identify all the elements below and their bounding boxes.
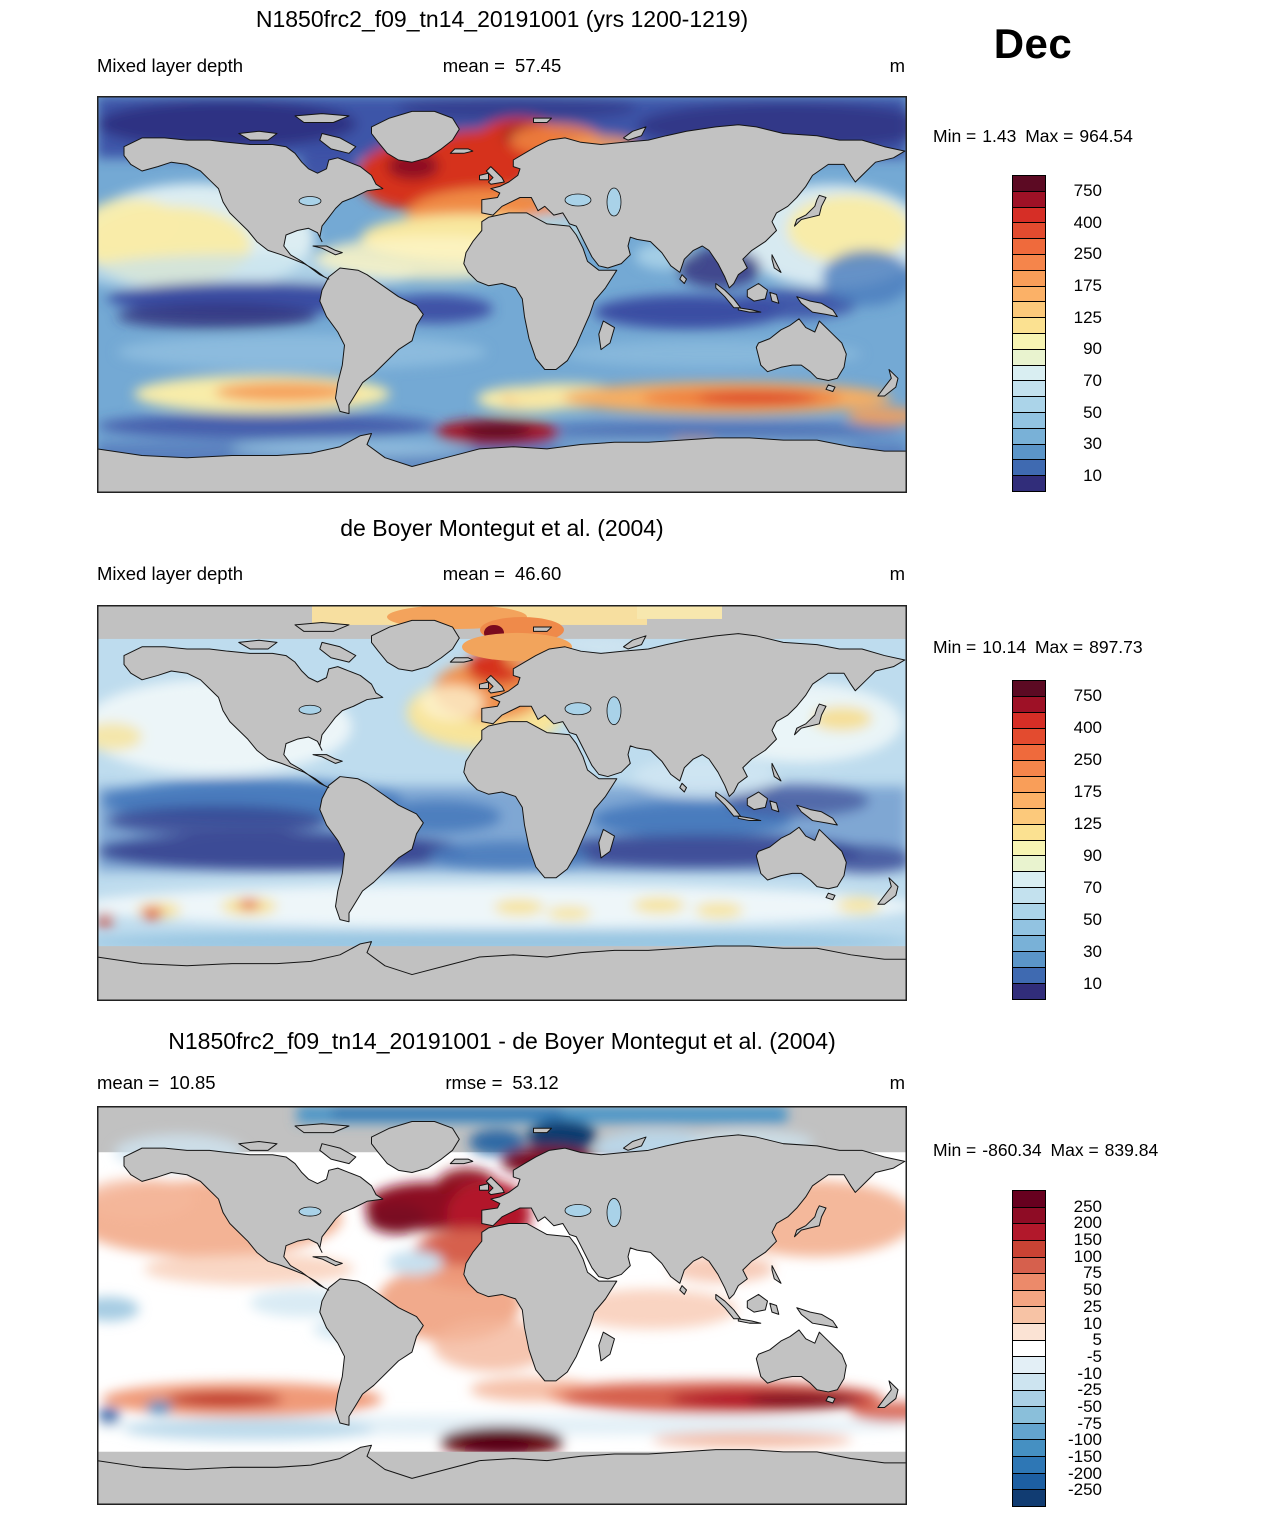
panel3-minmax: Min = -860.34 Max = 839.84 bbox=[933, 1140, 1159, 1160]
map-model bbox=[97, 96, 907, 493]
panel2-minmax: Min = 10.14 Max = 897.73 bbox=[933, 637, 1143, 657]
colorbar-obs: 750 400 250 175 125 90 70 50 30 10 bbox=[1012, 680, 1102, 1000]
panel3-header-row: mean = 10.85 rmse = 53.12 m bbox=[97, 1072, 907, 1096]
panel2-units: m bbox=[889, 563, 905, 584]
map-diff bbox=[97, 1106, 907, 1505]
colorbar-model: 750 400 250 175 125 90 70 50 30 10 bbox=[1012, 175, 1102, 492]
map-obs bbox=[97, 605, 907, 1001]
panel1-title: N1850frc2_f09_tn14_20191001 (yrs 1200-12… bbox=[255, 6, 749, 32]
panel1-header-row: Mixed layer depth mean = 57.45 m bbox=[97, 55, 907, 79]
panel3-title: N1850frc2_f09_tn14_20191001 - de Boyer M… bbox=[168, 1028, 836, 1054]
panel3-units: m bbox=[889, 1072, 905, 1093]
panel1-mean: mean = 57.45 bbox=[442, 55, 562, 76]
month-label: Dec bbox=[993, 20, 1073, 67]
panel2-title: de Boyer Montegut et al. (2004) bbox=[340, 515, 664, 541]
colorbar-diff: 250 200 150 100 75 50 25 10 5 -5 -10 -25 -50 -75 -100-… bbox=[1012, 1190, 1102, 1507]
panel3-rmse: rmse = 53.12 bbox=[445, 1072, 559, 1093]
panel1-field-label: Mixed layer depth bbox=[97, 55, 244, 76]
panel2-field-label: Mixed layer depth bbox=[97, 563, 244, 584]
panel3-mean: mean = 10.85 bbox=[97, 1072, 216, 1093]
panel1-minmax: Min = 1.43 Max = 964.54 bbox=[933, 126, 1133, 146]
panel2-header-row: Mixed layer depth mean = 46.60 m bbox=[97, 563, 907, 587]
panel1-units: m bbox=[889, 55, 905, 76]
panel2-mean: mean = 46.60 bbox=[442, 563, 562, 584]
